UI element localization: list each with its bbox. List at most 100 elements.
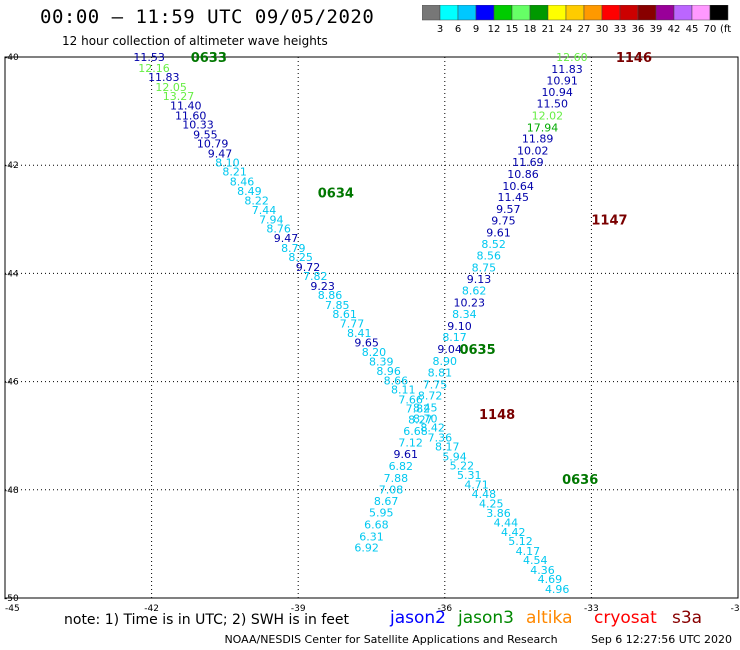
satellite-jason2: jason2 bbox=[390, 608, 446, 628]
satellite-altika: altika bbox=[526, 608, 573, 628]
wave-height-point: 5.22 bbox=[450, 459, 475, 472]
satellite-jason3: jason3 bbox=[458, 608, 514, 628]
wave-height-point: 6.82 bbox=[389, 460, 414, 473]
wave-height-point: 9.61 bbox=[486, 226, 511, 239]
time-label: 1147 bbox=[591, 213, 627, 228]
wave-height-point: 7.44 bbox=[252, 204, 277, 217]
wave-height-point: 10.02 bbox=[517, 145, 549, 158]
wave-height-point: 4.71 bbox=[464, 478, 489, 491]
colorbar-label: 3 bbox=[437, 24, 443, 35]
time-label: 0635 bbox=[459, 343, 495, 358]
colorbar-label: 45 bbox=[686, 24, 699, 35]
wave-height-point: 10.86 bbox=[507, 168, 539, 181]
wave-height-point: 10.23 bbox=[453, 297, 485, 310]
satellite-cryosat: cryosat bbox=[594, 608, 657, 628]
wave-height-point: 8.56 bbox=[477, 250, 502, 263]
wave-height-point: 8.45 bbox=[413, 402, 438, 415]
wave-height-point: 8.86 bbox=[318, 289, 343, 302]
wave-height-point: 8.49 bbox=[237, 185, 262, 198]
colorbar-label: 18 bbox=[524, 24, 537, 35]
footer-org: NOAA/NESDIS Center for Satellite Applica… bbox=[224, 633, 558, 646]
wave-height-point: 8.66 bbox=[384, 375, 409, 388]
footer-timestamp: Sep 6 12:27:56 UTC 2020 bbox=[591, 633, 732, 646]
wave-height-point: 9.72 bbox=[296, 261, 321, 274]
wave-height-point: 8.20 bbox=[362, 346, 387, 359]
wave-height-point: 4.17 bbox=[516, 545, 541, 558]
x-tick-label: -30 bbox=[731, 604, 740, 614]
colorbar-label: 9 bbox=[473, 24, 479, 35]
colorbar-label: 15 bbox=[506, 24, 519, 35]
wave-height-point: 8.27 bbox=[408, 413, 433, 426]
wave-height-point: 10.91 bbox=[546, 74, 578, 87]
wave-height-point: 8.72 bbox=[418, 390, 443, 403]
wave-height-point: 10.64 bbox=[502, 180, 534, 193]
wave-height-point: 7.36 bbox=[428, 431, 453, 444]
wave-height-point: 7.08 bbox=[379, 483, 404, 496]
wave-height-point: 10.79 bbox=[197, 138, 229, 151]
wave-height-point: 9.61 bbox=[393, 448, 418, 461]
wave-height-point: 11.83 bbox=[148, 71, 180, 84]
wave-height-point: 12.02 bbox=[532, 109, 564, 122]
time-label: 0634 bbox=[318, 186, 354, 201]
wave-height-point: 8.41 bbox=[347, 327, 372, 340]
wave-height-point: 6.68 bbox=[364, 518, 389, 531]
wave-height-point: 7.82 bbox=[303, 270, 328, 283]
wave-height-point: 8.25 bbox=[288, 251, 313, 264]
x-tick-label: -45 bbox=[5, 604, 20, 614]
wave-height-point: 9.55 bbox=[193, 128, 218, 141]
y-tick-label: -42 bbox=[4, 161, 19, 171]
wave-height-point: 4.96 bbox=[545, 583, 570, 596]
wave-height-point: 8.96 bbox=[376, 365, 401, 378]
wave-height-point: 8.11 bbox=[391, 384, 416, 397]
y-tick-label: -50 bbox=[4, 594, 19, 604]
wave-height-point: 6.31 bbox=[359, 530, 384, 543]
wave-height-point: 10.94 bbox=[541, 86, 573, 99]
wave-height-point: 11.89 bbox=[522, 133, 554, 146]
colorbar-label: 30 bbox=[596, 24, 609, 35]
wave-height-point: 17.94 bbox=[527, 121, 559, 134]
colorbar-label: 70 bbox=[704, 24, 717, 35]
colorbar-label: 21 bbox=[542, 24, 555, 35]
wave-height-point: 5.12 bbox=[508, 535, 533, 548]
wave-height-point: 11.40 bbox=[170, 100, 202, 113]
wave-height-point: 4.42 bbox=[501, 526, 526, 539]
wave-height-point: 8.76 bbox=[266, 222, 291, 235]
wave-height-point: 4.44 bbox=[494, 516, 519, 529]
time-label: 1146 bbox=[616, 51, 652, 66]
chart-subtitle: 12 hour collection of altimeter wave hei… bbox=[62, 34, 328, 48]
wave-height-point: 9.47 bbox=[274, 232, 299, 245]
wave-height-point: 11.69 bbox=[512, 156, 544, 169]
wave-height-point: 8.75 bbox=[472, 261, 497, 274]
wave-height-point: 12.60 bbox=[556, 51, 588, 64]
wave-height-point: 4.25 bbox=[479, 497, 504, 510]
x-tick-label: -33 bbox=[584, 604, 599, 614]
wave-height-point: 12.05 bbox=[155, 81, 187, 94]
wave-height-point: 11.83 bbox=[551, 63, 583, 76]
x-tick-label: -39 bbox=[291, 604, 306, 614]
wave-height-point: 7.75 bbox=[423, 378, 448, 391]
wave-height-point: 11.45 bbox=[497, 191, 529, 204]
wave-height-point: 5.95 bbox=[369, 507, 394, 520]
wave-height-point: 8.21 bbox=[222, 166, 247, 179]
wave-height-point: 8.17 bbox=[442, 331, 467, 344]
colorbar-unit: (ft) bbox=[720, 24, 732, 35]
wave-height-point: 7.88 bbox=[384, 472, 409, 485]
wave-height-point: 8.10 bbox=[215, 156, 240, 169]
wave-height-point: 9.23 bbox=[310, 280, 335, 293]
wave-height-point: 8.52 bbox=[481, 238, 506, 251]
wave-height-point: 8.61 bbox=[332, 308, 357, 321]
satellite-s3a: s3a bbox=[672, 608, 703, 628]
wave-height-point: 5.94 bbox=[442, 450, 467, 463]
wave-height-point: 9.57 bbox=[496, 203, 521, 216]
plot-frame bbox=[4, 56, 739, 599]
wave-height-point: 8.34 bbox=[452, 308, 477, 321]
colorbar-label: 24 bbox=[560, 24, 573, 35]
wave-height-point: 9.10 bbox=[447, 320, 472, 333]
wave-height-point: 9.04 bbox=[437, 343, 462, 356]
colorbar-label: 33 bbox=[614, 24, 627, 35]
wave-height-point: 9.75 bbox=[491, 214, 516, 227]
colorbar-label: 6 bbox=[455, 24, 461, 35]
wave-height-point: 11.60 bbox=[175, 109, 207, 122]
